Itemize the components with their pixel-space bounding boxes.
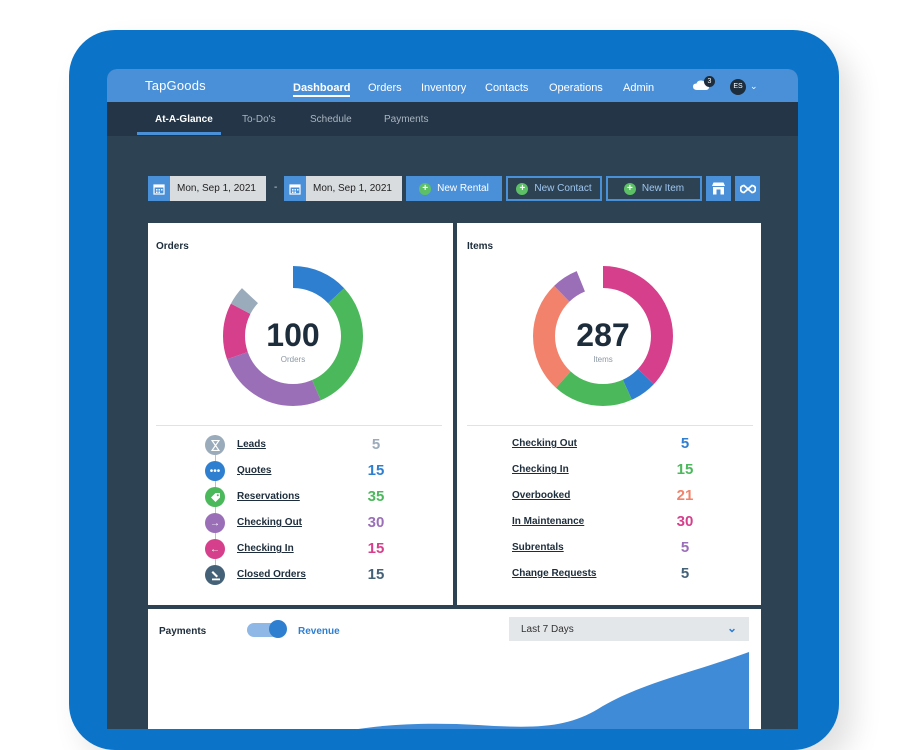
donut-segment xyxy=(533,266,673,406)
items-row-label[interactable]: Checking Out xyxy=(512,438,578,449)
plus-icon: + xyxy=(419,182,432,195)
items-title: Items xyxy=(467,241,494,252)
sub-navigation: At-A-Glance To-Do's Schedule Payments xyxy=(107,102,798,136)
payments-card: Payments Revenue Last 7 Days ⌄ xyxy=(148,609,761,729)
divider xyxy=(467,425,753,426)
tab-at-a-glance[interactable]: At-A-Glance xyxy=(155,114,213,125)
orders-card: Orders 100 Orders Leads 5 ••• Quotes 15 … xyxy=(148,223,453,605)
nav-operations[interactable]: Operations xyxy=(549,82,603,94)
orders-row-value: 15 xyxy=(367,540,385,557)
hourglass-icon xyxy=(205,435,225,455)
orders-row-label[interactable]: Checking Out xyxy=(237,517,303,528)
new-contact-button[interactable]: + New Contact xyxy=(506,176,602,201)
storefront-button[interactable] xyxy=(706,176,731,201)
items-row-label[interactable]: Checking In xyxy=(512,464,569,475)
avatar[interactable]: ES xyxy=(730,79,746,95)
donut-segment xyxy=(223,266,363,406)
items-row-label[interactable]: Subrentals xyxy=(512,542,564,553)
calendar-icon xyxy=(284,176,306,201)
arrow-right-icon: → xyxy=(205,513,225,533)
orders-row-label[interactable]: Leads xyxy=(237,439,266,450)
notification-badge: 3 xyxy=(704,76,715,87)
items-row-label[interactable]: In Maintenance xyxy=(512,516,585,527)
items-row-label[interactable]: Change Requests xyxy=(512,568,597,579)
nav-contacts[interactable]: Contacts xyxy=(485,82,529,94)
app-logo[interactable]: TapGoods xyxy=(145,78,206,93)
items-total-label: Items xyxy=(593,355,613,364)
items-card: Items 287 Items Checking Out 5 Checking … xyxy=(457,223,761,605)
toggle-knob[interactable] xyxy=(269,620,287,638)
orders-row-value: 35 xyxy=(367,488,385,505)
orders-row-label[interactable]: Reservations xyxy=(237,491,300,502)
calendar-icon xyxy=(148,176,170,201)
revenue-area-chart xyxy=(358,652,749,729)
orders-donut-chart xyxy=(223,266,363,406)
plus-icon: + xyxy=(623,182,636,195)
items-row-value: 5 xyxy=(680,565,690,582)
app-screen: TapGoods Dashboard Orders Inventory Cont… xyxy=(107,69,798,729)
donut-segment xyxy=(533,266,673,406)
new-contact-label: New Contact xyxy=(534,183,592,194)
chevron-down-icon: ⌄ xyxy=(727,621,738,635)
arrow-left-icon: ← xyxy=(205,539,225,559)
donut-segment xyxy=(223,266,363,406)
nav-orders[interactable]: Orders xyxy=(368,82,402,94)
end-date-value: Mon, Sep 1, 2021 xyxy=(313,183,392,194)
orders-row-value: 15 xyxy=(367,462,385,479)
start-date-value: Mon, Sep 1, 2021 xyxy=(177,183,256,194)
date-range-select[interactable]: Last 7 Days ⌄ xyxy=(509,617,749,641)
orders-row-label[interactable]: Closed Orders xyxy=(237,569,306,580)
orders-total: 100 xyxy=(266,317,320,353)
tab-payments[interactable]: Payments xyxy=(384,114,429,125)
items-row-value: 21 xyxy=(676,487,694,504)
stamp-icon xyxy=(205,565,225,585)
items-donut-chart xyxy=(533,266,673,406)
donut-segment xyxy=(533,266,673,406)
donut-segment xyxy=(223,266,363,406)
donut-segment xyxy=(223,266,363,406)
orders-row-value: 15 xyxy=(367,566,385,583)
orders-row-value: 5 xyxy=(371,436,381,453)
plus-icon: + xyxy=(516,182,529,195)
orders-title: Orders xyxy=(156,241,189,252)
new-item-label: New Item xyxy=(641,183,685,194)
end-date-picker[interactable]: Mon, Sep 1, 2021 xyxy=(284,176,402,201)
tab-todos[interactable]: To-Do's xyxy=(242,114,276,125)
orders-total-label: Orders xyxy=(280,355,306,364)
items-row-label[interactable]: Overbooked xyxy=(512,490,571,501)
orders-row-label[interactable]: Checking In xyxy=(237,543,294,554)
active-tab-indicator xyxy=(137,132,221,135)
infinity-link-icon xyxy=(739,184,756,193)
items-row-value: 5 xyxy=(680,539,690,556)
date-separator: - xyxy=(274,182,278,193)
items-row-value: 15 xyxy=(676,461,694,478)
top-navigation: TapGoods Dashboard Orders Inventory Cont… xyxy=(107,69,798,102)
tag-icon xyxy=(205,487,225,507)
revenue-label: Revenue xyxy=(298,626,340,637)
chevron-down-icon[interactable]: ⌄ xyxy=(750,81,758,91)
items-row-value: 30 xyxy=(676,513,694,530)
orders-row-value: 30 xyxy=(367,514,385,531)
tab-schedule[interactable]: Schedule xyxy=(310,114,352,125)
divider xyxy=(156,425,442,426)
items-total: 287 xyxy=(576,317,630,353)
new-rental-label: New Rental xyxy=(437,183,489,194)
nav-admin[interactable]: Admin xyxy=(623,82,655,94)
payments-title: Payments xyxy=(159,626,207,637)
new-item-button[interactable]: + New Item xyxy=(606,176,702,201)
ellipsis-icon: ••• xyxy=(205,461,225,481)
storefront-icon xyxy=(712,182,725,195)
nav-inventory[interactable]: Inventory xyxy=(421,82,467,94)
date-range-value: Last 7 Days xyxy=(521,624,574,635)
orders-row-label[interactable]: Quotes xyxy=(237,465,272,476)
new-rental-button[interactable]: + New Rental xyxy=(406,176,502,201)
nav-dashboard[interactable]: Dashboard xyxy=(293,82,351,97)
items-row-value: 5 xyxy=(680,435,690,452)
start-date-picker[interactable]: Mon, Sep 1, 2021 xyxy=(148,176,266,201)
link-button[interactable] xyxy=(735,176,760,201)
